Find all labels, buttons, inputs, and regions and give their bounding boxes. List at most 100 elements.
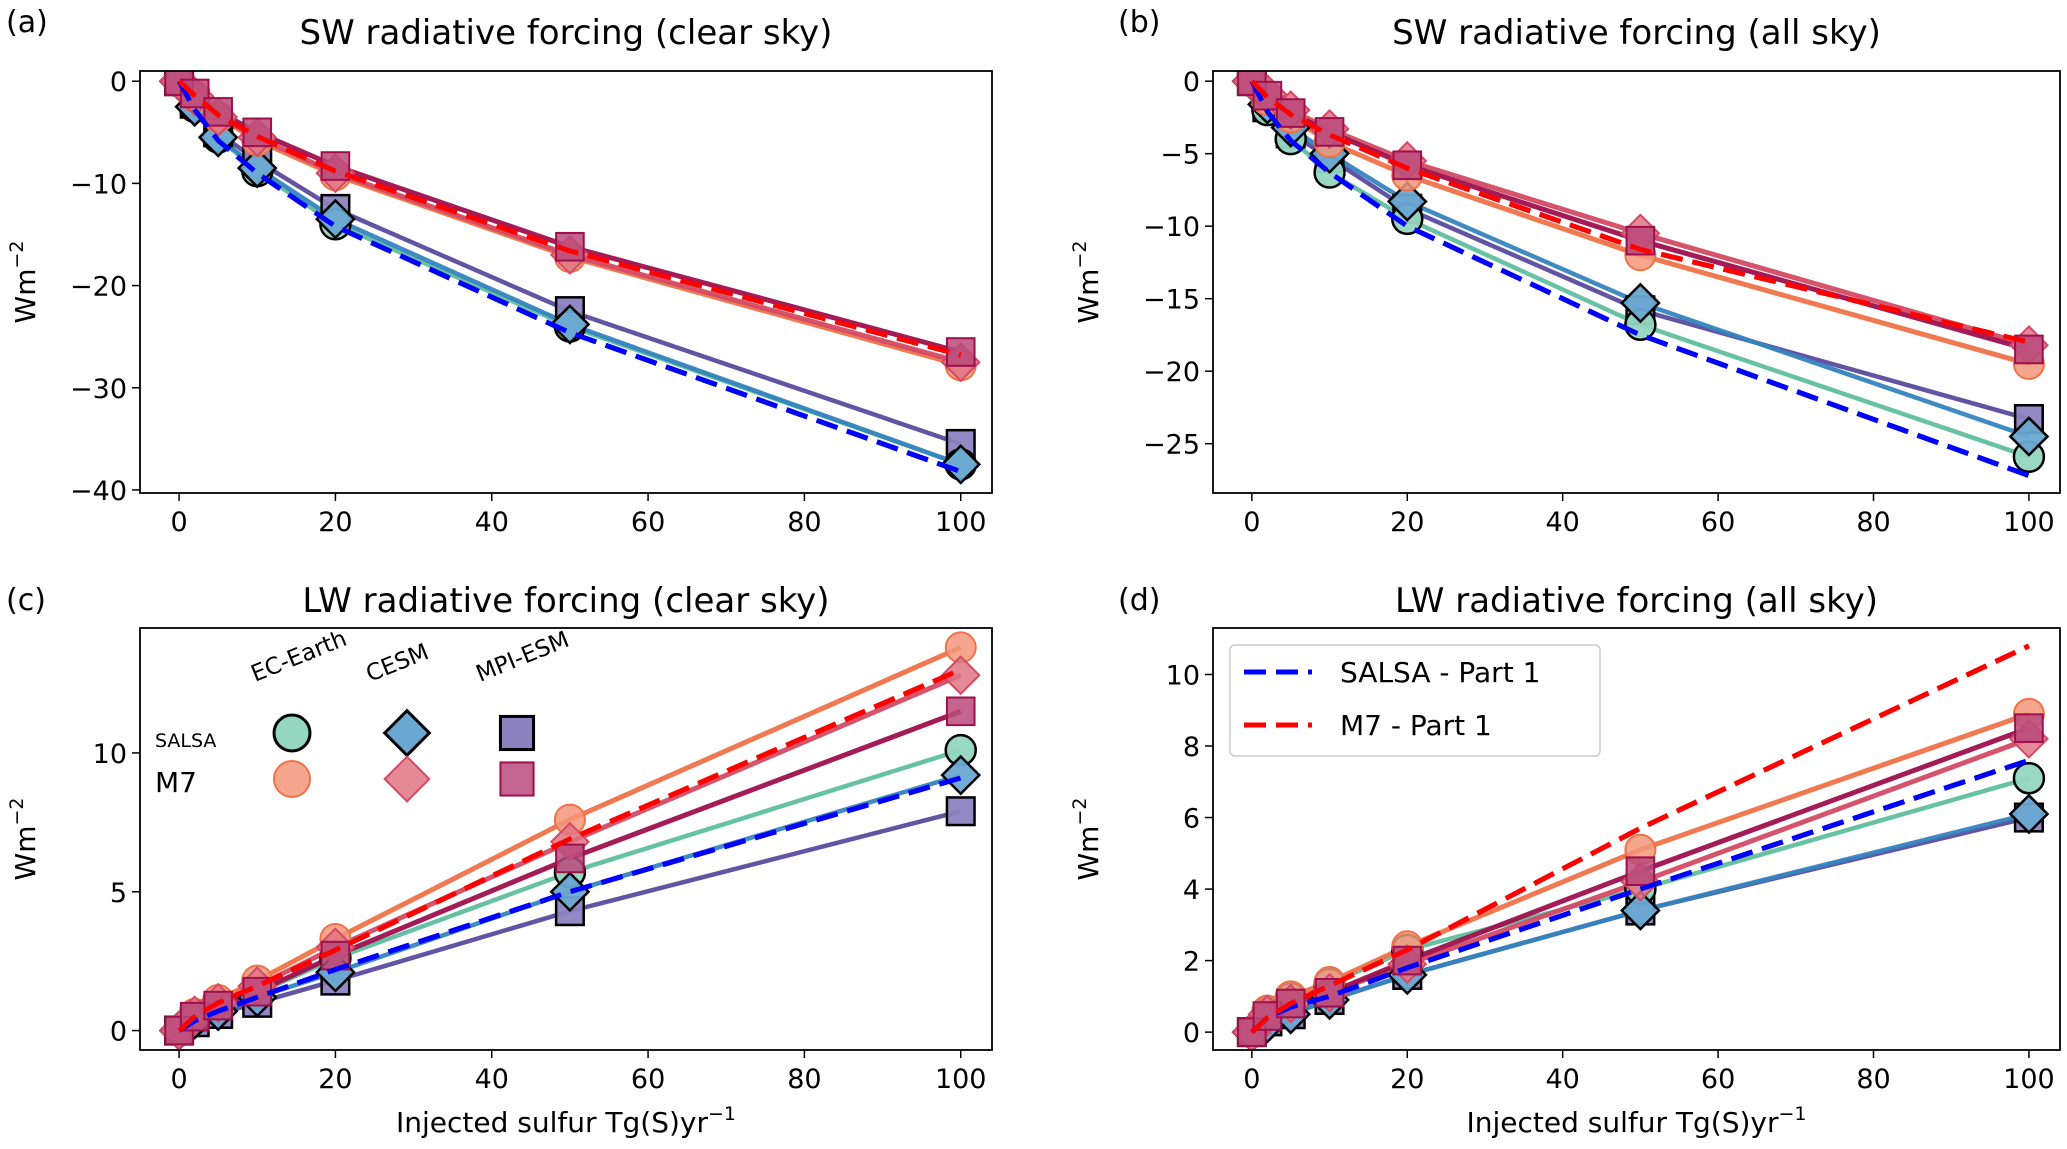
x-tick-label: 60 [1701, 507, 1735, 538]
legend: SALSA - Part 1 M7 - Part 1 [1229, 644, 1601, 757]
y-tick-label: −40 [70, 476, 127, 507]
legend-model-label: CESM [363, 639, 433, 687]
panel-label: (d) [1118, 583, 1160, 618]
plot-area [1231, 643, 2050, 1050]
y-tick-label: −10 [1143, 212, 1200, 243]
data-point-m7_mpi [555, 843, 585, 874]
x-tick-label: 80 [787, 1064, 821, 1095]
panel-b: (b) SW radiative forcing (all sky) 0 20 40 60… [1069, 5, 2061, 538]
legend-label: M7 - Part 1 [1340, 709, 1492, 742]
x-tick-label: 100 [935, 507, 987, 538]
marker-legend: EC-Earth CESM MPI-ESM SALSA M7 [155, 626, 573, 803]
legend-marker-m7_ec [273, 760, 311, 798]
dashed-line-m7_part1 [1250, 79, 2030, 345]
legend-box [1229, 644, 1601, 757]
y-tick-label: −20 [1143, 357, 1200, 388]
legend-model-label: EC-Earth [248, 626, 351, 688]
legend-marker-salsa_ec [272, 713, 312, 753]
y-tick-label: −25 [1143, 430, 1200, 461]
y-axis-label: Wm−2 [1069, 241, 1105, 324]
x-tick-label: 40 [1545, 507, 1579, 538]
y-axis-label: Wm−2 [6, 798, 42, 881]
x-tick-label: 40 [475, 1064, 509, 1095]
y-tick-label: −20 [70, 272, 127, 303]
y-tick-label: 4 [1183, 875, 1200, 906]
y-tick-label: 5 [110, 878, 127, 909]
axes-frame [1212, 627, 2061, 1051]
x-tick-label: 20 [1390, 507, 1424, 538]
data-point-salsa_ec [2012, 761, 2046, 795]
x-axis-label: Injected sulfur Tg(S)yr−1 [396, 1103, 736, 1139]
y-tick-label: 10 [93, 739, 127, 770]
x-tick-label: 0 [1243, 1064, 1260, 1095]
data-point-salsa_mpi [945, 796, 976, 827]
panel-title: SW radiative forcing (clear sky) [300, 13, 833, 53]
legend-scheme-label: M7 [155, 766, 197, 799]
plot-area [1231, 71, 2050, 478]
x-tick-label: 60 [1701, 1064, 1735, 1095]
x-tick-label: 100 [2003, 1064, 2055, 1095]
plot-area [158, 71, 982, 485]
axes-frame [1212, 70, 2061, 494]
legend-scheme-label: SALSA [155, 730, 216, 752]
legend-label: SALSA - Part 1 [1340, 656, 1540, 689]
dashed-line-m7_part1 [177, 667, 962, 1033]
dashed-line-salsa_part1 [177, 775, 962, 1033]
panel-label: (c) [6, 583, 46, 618]
x-tick-label: 100 [935, 1064, 987, 1095]
x-tick-label: 60 [631, 1064, 665, 1095]
data-point-m7_mpi [945, 337, 976, 367]
dashed-line-salsa_part1 [1249, 80, 2030, 478]
dashed-line-m7_part1 [1250, 643, 2030, 1034]
panel-c: (c) LW radiative forcing (clear sky) 0 20 40… [6, 581, 993, 1139]
x-tick-label: 0 [1243, 507, 1260, 538]
legend-marker-salsa_cesm [382, 708, 432, 758]
legend-marker-salsa_mpi [498, 714, 536, 752]
data-point-m7_cesm [940, 655, 981, 696]
panel-title: LW radiative forcing (clear sky) [302, 581, 829, 621]
y-tick-label: 0 [110, 1017, 127, 1048]
data-point-m7_mpi [1625, 856, 1656, 886]
x-tick-label: 40 [475, 507, 509, 538]
x-tick-label: 80 [1856, 507, 1890, 538]
plot-area [158, 631, 982, 1050]
legend-model-label: MPI-ESM [473, 627, 573, 688]
y-tick-label: −5 [1160, 140, 1200, 171]
series-line-salsa_part1 [176, 80, 962, 474]
x-tick-label: 60 [631, 507, 665, 538]
x-tick-label: 20 [318, 1064, 352, 1095]
x-axis-label: Injected sulfur Tg(S)yr−1 [1466, 1103, 1806, 1139]
panel-title: SW radiative forcing (all sky) [1392, 13, 1881, 53]
x-tick-label: 40 [1545, 1064, 1579, 1095]
panel-title: LW radiative forcing (all sky) [1395, 581, 1878, 621]
legend-marker-m7_cesm [383, 755, 431, 803]
x-tick-label: 20 [1390, 1064, 1424, 1095]
y-axis-label: Wm−2 [1069, 798, 1105, 881]
y-tick-label: 0 [1183, 1018, 1200, 1049]
y-tick-label: 2 [1183, 947, 1200, 978]
y-tick-label: 6 [1183, 804, 1200, 835]
x-tick-label: 0 [170, 507, 187, 538]
axes-frame [139, 627, 993, 1051]
y-tick-label: −15 [1143, 285, 1200, 316]
dashed-line-salsa_part1 [176, 80, 962, 474]
dashed-line-m7_part1 [177, 79, 962, 358]
data-point-salsa_cesm [1620, 890, 1661, 931]
data-point-m7_mpi [945, 696, 976, 727]
y-axis-label: Wm−2 [6, 241, 42, 324]
x-tick-label: 100 [2003, 507, 2055, 538]
legend-marker-m7_mpi [499, 761, 535, 797]
y-tick-label: 8 [1183, 732, 1200, 763]
data-point-salsa_cesm [2008, 793, 2050, 835]
x-tick-label: 80 [1856, 1064, 1890, 1095]
panel-label: (b) [1118, 5, 1160, 40]
data-point-salsa_cesm [940, 444, 982, 485]
y-tick-label: −30 [70, 374, 127, 405]
y-tick-label: −10 [70, 169, 127, 200]
data-point-m7_mpi [2014, 713, 2044, 743]
x-tick-label: 20 [318, 507, 352, 538]
data-point-salsa_cesm [1620, 282, 1661, 324]
y-tick-label: 0 [110, 67, 127, 98]
data-point-salsa_cesm [2008, 416, 2050, 457]
